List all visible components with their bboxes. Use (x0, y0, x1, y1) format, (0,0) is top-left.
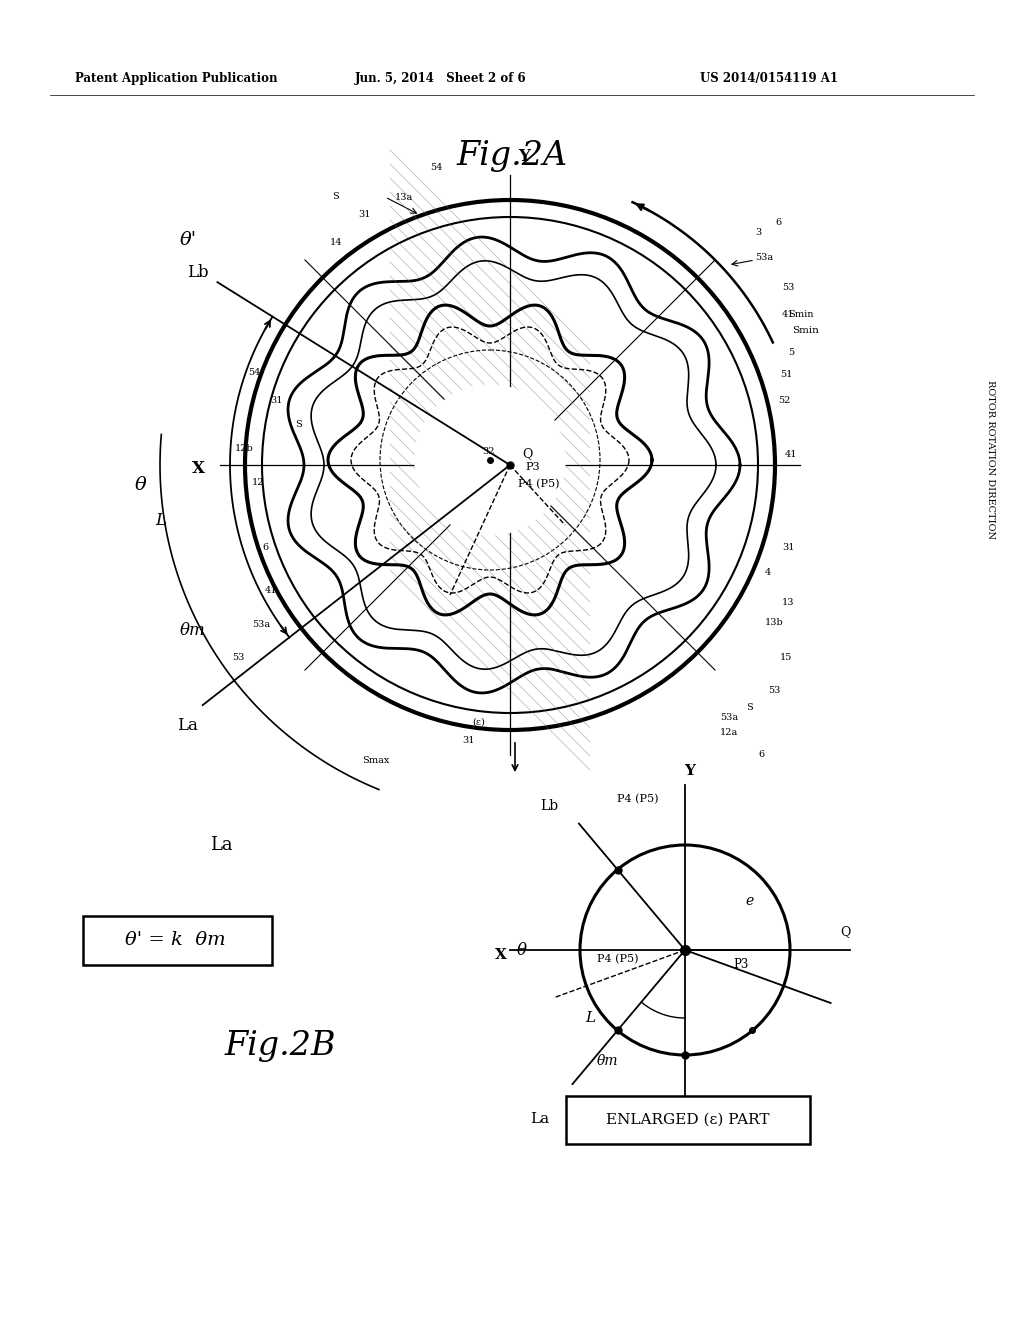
Text: 53a: 53a (755, 253, 773, 261)
Text: θm: θm (597, 1053, 618, 1068)
Text: Lb: Lb (186, 264, 208, 281)
Text: US 2014/0154119 A1: US 2014/0154119 A1 (700, 73, 838, 84)
Text: θ: θ (517, 942, 527, 960)
Text: La: La (530, 1111, 549, 1126)
Text: 41: 41 (785, 450, 798, 459)
Text: 53: 53 (782, 282, 795, 292)
Text: 52: 52 (778, 396, 791, 405)
Text: 31: 31 (462, 737, 474, 744)
Text: 41: 41 (782, 310, 795, 319)
Text: 32: 32 (482, 447, 495, 455)
Text: P4 (P5): P4 (P5) (518, 479, 559, 488)
Text: Fig.2A: Fig.2A (457, 140, 567, 172)
FancyBboxPatch shape (83, 916, 272, 965)
Text: X: X (496, 948, 507, 962)
Text: Q: Q (840, 925, 850, 939)
Text: 31: 31 (782, 543, 795, 552)
Text: Patent Application Publication: Patent Application Publication (75, 73, 278, 84)
Text: 54: 54 (430, 162, 442, 172)
Text: P4 (P5): P4 (P5) (617, 793, 658, 804)
Text: Y: Y (684, 764, 695, 777)
Text: 6: 6 (775, 218, 781, 227)
Text: S: S (746, 704, 753, 711)
Text: θ' = k  θm: θ' = k θm (125, 931, 225, 949)
Text: θ': θ' (180, 231, 198, 249)
Text: θm: θm (180, 622, 206, 639)
Text: Smin: Smin (788, 310, 813, 319)
Text: 12a: 12a (720, 729, 738, 737)
Text: 14: 14 (330, 238, 342, 247)
Text: 31: 31 (358, 210, 371, 219)
Text: Y: Y (518, 148, 529, 165)
Text: Lb: Lb (540, 799, 558, 813)
Text: X: X (193, 459, 205, 477)
Text: Smin: Smin (792, 326, 819, 335)
Text: 3: 3 (755, 228, 761, 238)
Text: 6: 6 (758, 750, 764, 759)
Text: L: L (155, 512, 166, 529)
Text: θ: θ (135, 477, 146, 494)
Text: 6: 6 (262, 543, 268, 552)
Text: 51: 51 (780, 370, 793, 379)
Text: Smax: Smax (362, 756, 389, 766)
Text: 41: 41 (265, 586, 278, 595)
Text: P3: P3 (525, 462, 540, 473)
Text: P3: P3 (733, 958, 749, 972)
Text: P4 (P5): P4 (P5) (657, 1114, 698, 1125)
Text: S: S (332, 191, 339, 201)
Text: Fig.2B: Fig.2B (224, 1030, 336, 1063)
Text: La: La (210, 836, 232, 854)
Text: 53: 53 (768, 686, 780, 696)
Text: e: e (745, 894, 754, 908)
Text: S: S (295, 420, 302, 429)
Text: 54: 54 (248, 368, 260, 378)
Text: Q: Q (522, 447, 532, 459)
Text: 13: 13 (782, 598, 795, 607)
Text: 31: 31 (270, 396, 283, 405)
Text: 12b: 12b (234, 444, 254, 453)
Text: ROTOR ROTATION DIRECTION: ROTOR ROTATION DIRECTION (985, 380, 994, 540)
Text: 5: 5 (788, 348, 795, 356)
Circle shape (415, 385, 565, 535)
FancyBboxPatch shape (566, 1096, 810, 1144)
Text: 4: 4 (765, 568, 771, 577)
Text: ENLARGED (ε) PART: ENLARGED (ε) PART (606, 1113, 770, 1127)
Text: 13a: 13a (395, 193, 414, 202)
Text: L: L (585, 1011, 595, 1026)
Text: 53a: 53a (720, 713, 738, 722)
Text: P4 (P5): P4 (P5) (597, 953, 639, 964)
Text: 12: 12 (252, 478, 264, 487)
Text: 13b: 13b (765, 618, 783, 627)
Text: 15: 15 (780, 653, 793, 663)
Text: La: La (177, 717, 198, 734)
Text: Jun. 5, 2014   Sheet 2 of 6: Jun. 5, 2014 Sheet 2 of 6 (355, 73, 526, 84)
Text: 53a: 53a (252, 620, 270, 630)
Text: 53: 53 (232, 653, 245, 663)
Text: (ε): (ε) (472, 718, 485, 727)
